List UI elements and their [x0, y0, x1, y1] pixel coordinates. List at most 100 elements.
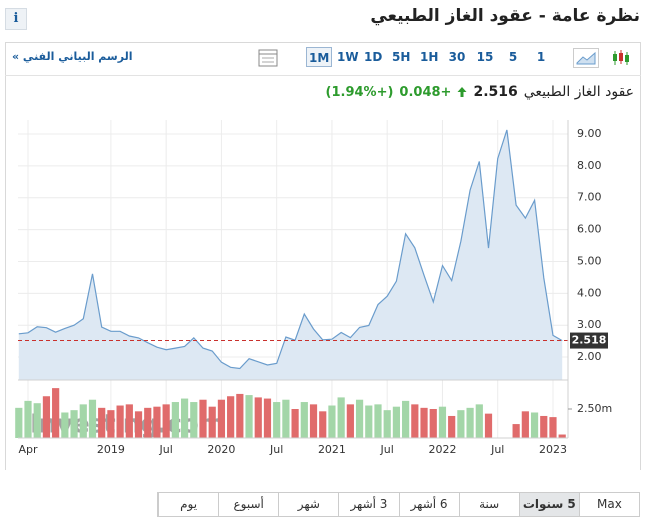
volume-bar	[374, 404, 382, 438]
current-price-label: 2.518	[572, 334, 607, 347]
x-tick-label: Jul	[269, 443, 283, 456]
chart-panel	[5, 42, 641, 470]
volume-bar	[484, 413, 493, 438]
y-tick-label: 8.00	[577, 159, 602, 172]
volume-bar	[70, 410, 78, 438]
price-change-percent: (+1.94%)	[325, 84, 394, 100]
volume-bar	[420, 407, 428, 438]
volume-bar	[125, 404, 133, 438]
volume-bar	[15, 407, 23, 438]
price-line	[18, 129, 563, 370]
volume-bar	[402, 400, 410, 438]
volume-bar	[236, 393, 244, 438]
y-tick-label: 9.00	[577, 127, 602, 140]
volume-bar	[227, 396, 235, 438]
technical-chart-link[interactable]: الرسم البياني الفني »	[12, 50, 133, 63]
interval-button[interactable]: 1D	[364, 50, 383, 64]
range-tab[interactable]: أسبوع	[218, 493, 278, 516]
volume-bar	[217, 399, 226, 438]
quote-line: عقود الغاز الطبيعي 2.516 +0.048 (+1.94%)	[326, 84, 634, 100]
volume-bar	[263, 398, 272, 438]
volume-bar	[521, 411, 529, 438]
info-button[interactable]: i	[5, 8, 27, 30]
volume-bar	[42, 396, 51, 438]
x-tick-label: 2019	[97, 443, 125, 456]
volume-bar	[466, 407, 474, 438]
volume-bar	[153, 406, 161, 438]
last-price: 2.516	[473, 84, 518, 100]
volume-bar	[88, 399, 97, 438]
x-tick-label: Jul	[490, 443, 504, 456]
volume-bar	[282, 399, 290, 438]
interval-button[interactable]: 5	[508, 50, 518, 64]
interval-button[interactable]: 1M	[306, 47, 333, 67]
volume-bar	[245, 395, 253, 438]
range-tab[interactable]: 5 سنوات	[518, 493, 579, 516]
x-tick-label: 2023	[539, 443, 567, 456]
volume-bar	[98, 407, 106, 438]
volume-bar	[144, 407, 152, 438]
range-tab[interactable]: سنة	[458, 493, 519, 516]
range-tab[interactable]: يوم	[158, 493, 218, 516]
volume-bar	[291, 409, 299, 438]
volume-bar	[448, 415, 456, 438]
volume-bar	[116, 405, 124, 438]
volume-bar	[319, 411, 327, 438]
x-tick-label: 2020	[207, 443, 235, 456]
volume-bar	[475, 404, 483, 438]
range-tab[interactable]: شهر	[278, 493, 338, 516]
volume-bar	[392, 406, 401, 438]
x-tick-label: 2022	[428, 443, 456, 456]
interval-button[interactable]: 1W	[337, 50, 359, 64]
y-tick-label: 3.00	[577, 318, 602, 331]
volume-bar	[61, 412, 69, 438]
interval-button[interactable]: 1H	[420, 50, 439, 64]
current-price-box	[570, 332, 608, 349]
volume-bar	[208, 406, 216, 438]
volume-bar	[558, 434, 566, 438]
area-chart-icon[interactable]	[573, 48, 599, 68]
volume-bar	[254, 397, 262, 438]
volume-bar	[190, 402, 198, 438]
x-tick-label: Jul	[380, 443, 394, 456]
volume-bar	[134, 411, 143, 438]
volume-bar	[273, 402, 281, 438]
range-tabs: Max 5 سنوات سنة 6 أشهر 3 أشهر شهر أسبوع يوم	[157, 492, 640, 517]
table-icon[interactable]	[258, 49, 278, 67]
volume-bar	[457, 410, 465, 438]
volume-bar	[171, 402, 179, 438]
volume-bar	[512, 424, 520, 438]
y-tick-label: 6.00	[577, 223, 602, 236]
instrument-name: عقود الغاز الطبيعي	[523, 84, 634, 100]
volume-bar	[365, 405, 373, 438]
price-change: +0.048	[399, 84, 452, 100]
volume-bar	[52, 388, 60, 438]
interval-button[interactable]: 5H	[392, 50, 411, 64]
interval-button[interactable]: 15	[476, 50, 494, 64]
volume-bar	[355, 399, 364, 438]
volume-bar	[107, 410, 115, 438]
up-arrow	[457, 87, 467, 97]
y-tick-label: 4.00	[577, 286, 602, 299]
interval-button[interactable]: 1	[536, 50, 546, 64]
volume-bar	[411, 404, 419, 438]
volume-bar	[180, 398, 189, 438]
range-tab[interactable]: 6 أشهر	[398, 493, 459, 516]
volume-bar	[346, 404, 354, 438]
y-tick-label: 7.00	[577, 191, 602, 204]
price-chart: Apr 2019 Jul 2020 Jul 2021 Jul 2022 Jul 2023 2.00 3…	[15, 120, 612, 456]
volume-bar	[33, 403, 41, 438]
volume-bar	[540, 415, 548, 438]
volume-bar	[24, 400, 32, 438]
candle-chart-icon[interactable]	[608, 48, 634, 68]
volume-bar	[309, 404, 318, 438]
range-tab[interactable]: 3 أشهر	[338, 493, 398, 516]
volume-bar	[429, 409, 437, 438]
range-tab[interactable]: Max	[578, 493, 639, 516]
area-fill	[18, 129, 563, 380]
interval-button[interactable]: 30	[448, 50, 466, 64]
page-title: نظرة عامة - عقود الغاز الطبيعي	[370, 6, 640, 26]
volume-bar	[383, 410, 391, 438]
volume-bar	[337, 397, 345, 438]
